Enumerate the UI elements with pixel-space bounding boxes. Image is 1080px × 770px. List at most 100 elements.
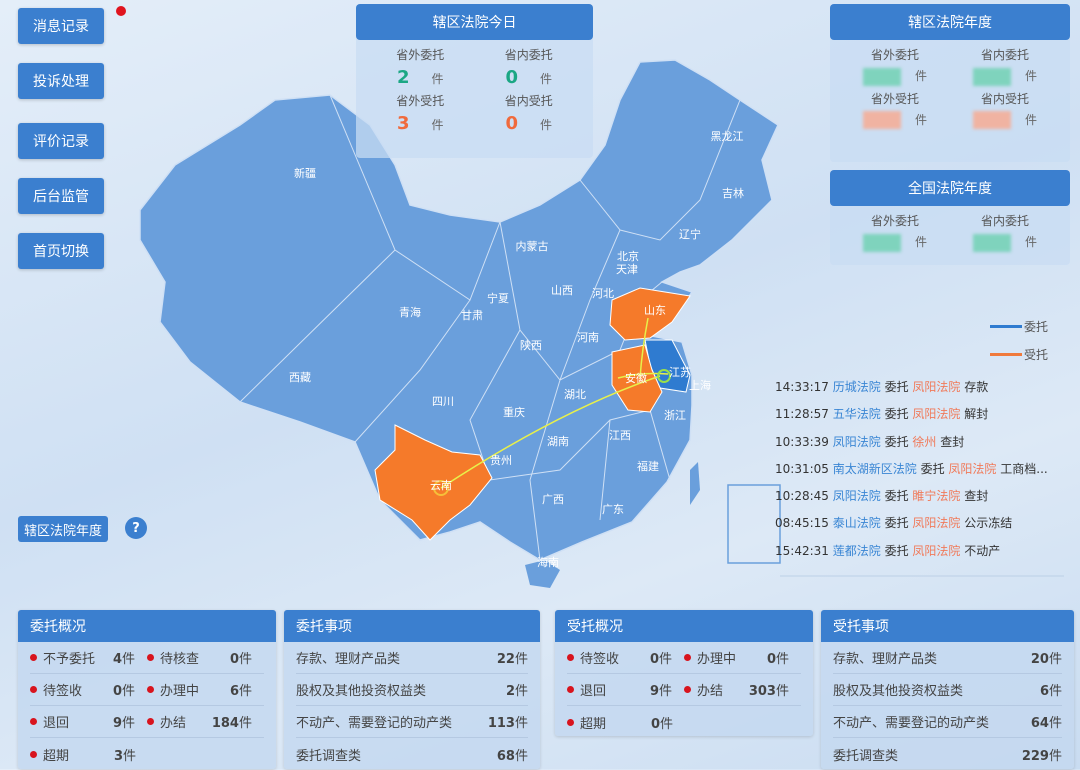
item-label: 不动产、需要登记的动产类 [833, 716, 990, 731]
sidebar-button-0[interactable]: 消息记录 [18, 6, 126, 44]
feed-item[interactable]: 10:33:39 凤阳法院 委托 徐州 查封 [775, 433, 1065, 460]
province-label[interactable]: 陕西 [520, 339, 542, 352]
stat-cell: 省内委托件 [950, 212, 1060, 252]
sidebar-button-1[interactable]: 投诉处理 [18, 63, 104, 99]
feed-item[interactable]: 14:33:17 历城法院 委托 凤阳法院 存款 [775, 378, 1065, 405]
status-label: 超期 [43, 748, 70, 764]
province-label[interactable]: 山西 [551, 284, 573, 297]
province-label[interactable]: 宁夏 [487, 292, 509, 305]
province-label[interactable]: 上海 [689, 379, 711, 392]
item-row[interactable]: 委托调查类 68件 [296, 738, 528, 770]
feed-item[interactable]: 10:28:45 凤阳法院 委托 睢宁法院 查封 [775, 487, 1065, 514]
status-item[interactable]: 待核查 0件 [147, 648, 264, 667]
feed-matter: 不动产 [964, 543, 1001, 558]
status-item[interactable]: 待签收 0件 [30, 680, 147, 699]
province-label[interactable]: 吉林 [722, 187, 744, 200]
province-label[interactable]: 天津 [616, 263, 638, 276]
province-label[interactable]: 河南 [577, 331, 599, 344]
status-item[interactable]: 退回 9件 [567, 680, 684, 699]
item-row[interactable]: 存款、理财产品类 20件 [833, 642, 1062, 674]
province-label[interactable]: 海南 [537, 556, 559, 569]
anhui-highlight[interactable] [611, 344, 663, 413]
entrust-overview-panel: 委托概况 不予委托 4件 待核查 0件 待签收 0件 办理中 6件 退回 9件 办结 184件 超期 3件 [18, 610, 276, 769]
province-label[interactable]: 西藏 [289, 371, 311, 384]
province-label[interactable]: 湖南 [547, 435, 569, 448]
item-row[interactable]: 不动产、需要登记的动产类 113件 [296, 706, 528, 738]
province-label[interactable]: 山东 [644, 304, 666, 317]
province-label[interactable]: 新疆 [294, 167, 316, 180]
unit: 件 [238, 652, 252, 667]
item-row[interactable]: 股权及其他投资权益类 2件 [296, 674, 528, 706]
feed-action: 委托 [884, 434, 909, 449]
feed-action: 委托 [920, 461, 945, 476]
feed-item[interactable]: 08:45:15 泰山法院 委托 凤阳法院 公示冻结 [775, 514, 1065, 541]
status-item[interactable]: 不予委托 4件 [30, 648, 147, 667]
feed-time: 10:28:45 [775, 489, 829, 504]
status-item[interactable]: 超期 3件 [30, 745, 148, 764]
province-label[interactable]: 福建 [637, 460, 659, 473]
province-label[interactable]: 黑龙江 [710, 130, 744, 143]
stat-cell: 省外委托件 [840, 212, 950, 252]
province-label[interactable]: 江西 [609, 429, 631, 442]
province-label[interactable]: 广东 [602, 503, 624, 516]
redacted-value [862, 233, 901, 252]
province-label[interactable]: 安徽 [625, 372, 647, 385]
item-row[interactable]: 委托调查类 229件 [833, 738, 1062, 770]
status-item[interactable]: 待签收 0件 [567, 648, 684, 667]
province-label[interactable]: 广西 [542, 493, 564, 506]
province-label[interactable]: 四川 [432, 395, 454, 408]
province-label[interactable]: 甘肃 [461, 309, 483, 322]
activity-feed: 14:33:17 历城法院 委托 凤阳法院 存款 11:28:57 五华法院 委… [775, 378, 1065, 569]
redacted-value [862, 111, 901, 129]
help-icon[interactable]: ? [125, 517, 147, 539]
sidebar-button-4[interactable]: 首页切换 [18, 233, 104, 269]
feed-item[interactable]: 15:42:31 莲都法院 委托 凤阳法院 不动产 [775, 542, 1065, 569]
stat-unit: 件 [431, 118, 444, 132]
hainan-shape [525, 560, 560, 588]
overview-row: 待签收 0件 办理中 6件 [30, 674, 264, 706]
province-label[interactable]: 辽宁 [679, 228, 701, 241]
stat-label: 省内受托 [980, 91, 1029, 106]
province-label[interactable]: 云南 [430, 479, 452, 492]
feed-item[interactable]: 10:31:05 南太湖新区法院 委托 凤阳法院 工商档... [775, 460, 1065, 487]
item-row[interactable]: 股权及其他投资权益类 6件 [833, 674, 1062, 706]
count: 6 [1039, 684, 1049, 699]
province-label[interactable]: 重庆 [503, 406, 525, 419]
redacted-value [862, 67, 901, 86]
province-label[interactable]: 贵州 [490, 454, 512, 467]
province-label[interactable]: 内蒙古 [515, 240, 549, 253]
province-label[interactable]: 青海 [399, 306, 421, 319]
count: 68 [496, 748, 515, 764]
status-item[interactable]: 退回 9件 [30, 712, 147, 731]
sidebar-button-label: 消息记录 [33, 19, 89, 35]
stat-cell: 省外委托件 [840, 46, 950, 86]
province-label[interactable]: 北京 [617, 250, 639, 263]
status-value: 3件 [114, 745, 136, 764]
province-label[interactable]: 江苏 [669, 366, 691, 379]
feed-action: 委托 [884, 380, 909, 394]
yunnan-highlight[interactable] [374, 424, 493, 541]
province-label[interactable]: 湖北 [564, 388, 586, 401]
sidebar-button-3[interactable]: 后台监管 [18, 178, 104, 214]
item-row[interactable]: 不动产、需要登记的动产类 64件 [833, 706, 1062, 738]
year-button[interactable]: 辖区法院年度 [18, 516, 109, 542]
sidebar-button-2[interactable]: 评价记录 [18, 123, 104, 159]
status-dot-icon [567, 718, 574, 726]
status-label: 不予委托 [43, 652, 96, 667]
status-item[interactable]: 办结 184件 [147, 712, 264, 731]
status-item[interactable]: 超期 0件 [567, 713, 685, 732]
status-item[interactable]: 办理中 0件 [684, 648, 801, 667]
province-label[interactable]: 浙江 [664, 409, 686, 422]
stat-unit: 件 [431, 72, 444, 86]
shandong-highlight[interactable] [609, 287, 691, 341]
item-row[interactable]: 存款、理财产品类 22件 [296, 642, 528, 674]
status-label: 退回 [580, 684, 607, 699]
province-label[interactable]: 河北 [592, 287, 614, 300]
unit: 件 [121, 684, 135, 699]
sidebar-button-label: 后台监管 [33, 189, 89, 205]
feed-item[interactable]: 11:28:57 五华法院 委托 凤阳法院 解封 [775, 405, 1065, 432]
status-item[interactable]: 办理中 6件 [147, 680, 264, 699]
status-item[interactable]: 办结 303件 [684, 680, 801, 699]
legend-line-orange [990, 353, 1022, 356]
